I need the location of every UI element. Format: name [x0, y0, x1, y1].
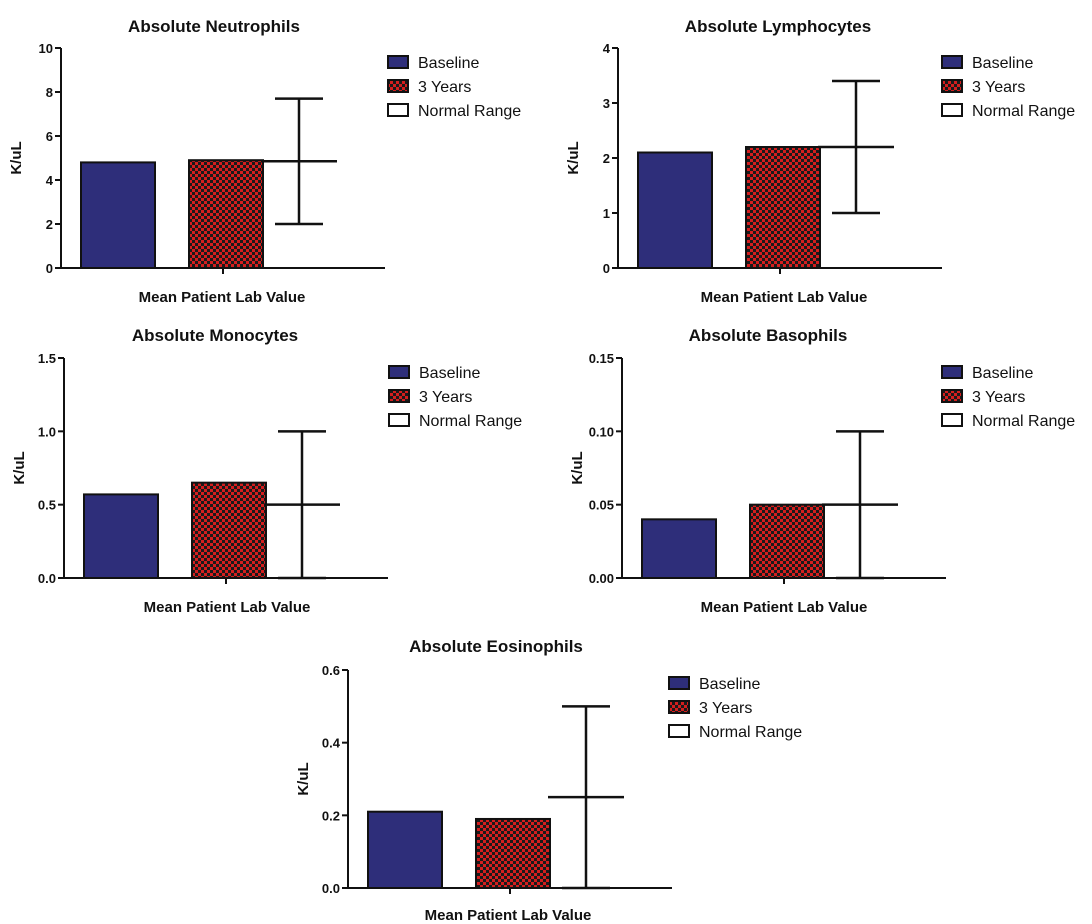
bar-baseline [367, 810, 443, 890]
legend: Baseline 3 Years Normal Range [668, 676, 802, 741]
y-axis-label: K/uL [569, 451, 586, 484]
chart-panel-2: Absolute Lymphocytes 0 1 2 3 4 K/uL Mean Patien… [565, 17, 1075, 306]
legend-label: Normal Range [972, 103, 1075, 120]
legend-swatch-normal-range [388, 413, 410, 427]
legend-label: Baseline [972, 55, 1033, 72]
chart-panel-5: Absolute Eosinophils 0.0 0.2 0.4 0.6 K/uL Mean… [295, 637, 802, 924]
bar-baseline [80, 161, 156, 269]
legend-swatch-baseline [668, 676, 690, 690]
legend-swatch-3-years [387, 79, 409, 93]
y-tick-label: 4 [46, 173, 54, 188]
y-tick-label: 1.5 [38, 351, 56, 366]
bar-baseline [637, 151, 713, 269]
legend-label: 3 Years [699, 700, 752, 717]
bar-baseline [641, 518, 717, 579]
x-axis-label: Mean Patient Lab Value [144, 599, 311, 616]
legend-swatch-baseline [941, 365, 963, 379]
legend-label: 3 Years [419, 389, 472, 406]
legend-label: Baseline [699, 676, 760, 693]
y-axis-label: K/uL [295, 762, 312, 795]
y-tick-label: 0.15 [589, 351, 614, 366]
chart-panel-1: Absolute Neutrophils 0 2 4 6 8 10 K/uL Mean Pati… [8, 17, 521, 306]
legend-swatch-baseline [388, 365, 410, 379]
bar-3-years [188, 159, 264, 269]
y-tick-label: 1.0 [38, 424, 56, 439]
legend: Baseline 3 Years Normal Range [941, 365, 1075, 430]
legend: Baseline 3 Years Normal Range [387, 55, 521, 120]
legend-label: Normal Range [699, 724, 802, 741]
y-tick-label: 0.00 [589, 571, 614, 586]
legend-label: 3 Years [972, 79, 1025, 96]
y-tick-label: 2 [46, 217, 53, 232]
y-tick-label: 0 [46, 261, 53, 276]
legend-swatch-normal-range [387, 103, 409, 117]
legend-swatch-normal-range [941, 413, 963, 427]
legend-label: Baseline [418, 55, 479, 72]
bar-3-years [745, 146, 821, 269]
y-tick-label: 6 [46, 129, 53, 144]
x-axis-label: Mean Patient Lab Value [425, 907, 592, 924]
y-tick-label: 4 [603, 41, 611, 56]
legend: Baseline 3 Years Normal Range [941, 55, 1075, 120]
legend-swatch-3-years [388, 389, 410, 403]
chart-panel-4: Absolute Basophils 0.00 0.05 0.10 0.15 K/uL Me… [569, 326, 1075, 616]
chart-title: Absolute Eosinophils [409, 637, 583, 656]
y-tick-label: 1 [603, 206, 610, 221]
legend-swatch-normal-range [941, 103, 963, 117]
y-tick-label: 2 [603, 151, 610, 166]
y-tick-label: 10 [39, 41, 53, 56]
y-tick-label: 0.2 [322, 808, 340, 823]
legend-swatch-3-years [941, 389, 963, 403]
chart-title: Absolute Lymphocytes [685, 17, 871, 36]
chart-title: Absolute Neutrophils [128, 17, 300, 36]
legend-label: Normal Range [972, 413, 1075, 430]
y-tick-label: 0.10 [589, 424, 614, 439]
bar-3-years [191, 481, 267, 579]
bar-3-years [749, 503, 825, 579]
x-axis-label: Mean Patient Lab Value [139, 289, 306, 306]
legend-swatch-baseline [387, 55, 409, 69]
y-tick-label: 0.0 [322, 881, 340, 896]
x-axis-label: Mean Patient Lab Value [701, 599, 868, 616]
legend-swatch-normal-range [668, 724, 690, 738]
y-tick-label: 0 [603, 261, 610, 276]
y-axis-label: K/uL [8, 141, 25, 174]
legend-label: 3 Years [972, 389, 1025, 406]
y-axis-label: K/uL [565, 141, 582, 174]
legend-swatch-baseline [941, 55, 963, 69]
legend-label: Baseline [419, 365, 480, 382]
y-tick-label: 0.5 [38, 498, 56, 513]
y-tick-label: 0.0 [38, 571, 56, 586]
chart-panel-3: Absolute Monocytes 0.0 0.5 1.0 1.5 K/uL Mean P… [11, 326, 522, 616]
y-tick-label: 0.6 [322, 663, 340, 678]
chart-title: Absolute Monocytes [132, 326, 298, 345]
chart-title: Absolute Basophils [689, 326, 848, 345]
x-axis-label: Mean Patient Lab Value [701, 289, 868, 306]
bar-3-years [475, 817, 551, 890]
bar-baseline [83, 493, 159, 579]
y-tick-label: 8 [46, 85, 53, 100]
legend-label: Normal Range [419, 413, 522, 430]
y-axis-label: K/uL [11, 451, 28, 484]
legend-swatch-3-years [668, 700, 690, 714]
y-tick-label: 0.05 [589, 498, 614, 513]
y-tick-label: 3 [603, 96, 610, 111]
legend-label: 3 Years [418, 79, 471, 96]
legend: Baseline 3 Years Normal Range [388, 365, 522, 430]
legend-label: Normal Range [418, 103, 521, 120]
legend-label: Baseline [972, 365, 1033, 382]
legend-swatch-3-years [941, 79, 963, 93]
y-tick-label: 0.4 [322, 736, 341, 751]
